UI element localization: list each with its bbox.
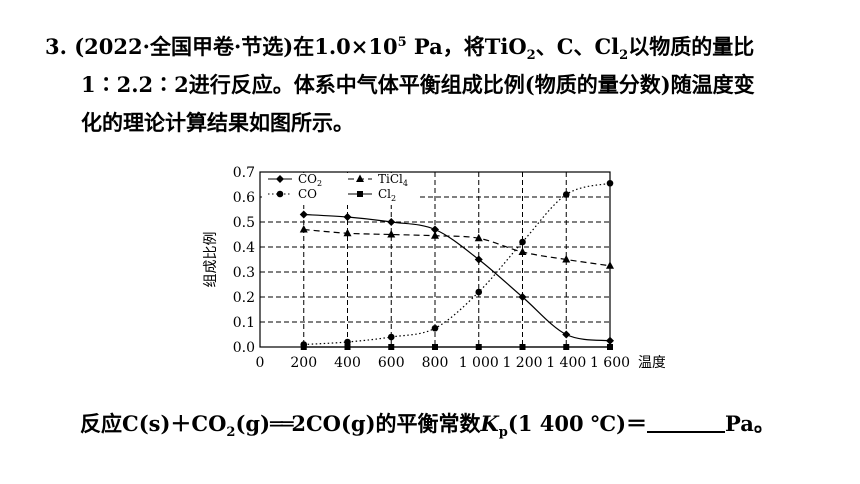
legend-label: CO	[298, 187, 317, 201]
data-point-1	[387, 333, 395, 341]
question-line-2: 1∶2.2∶2进行反应。体系中气体平衡组成比例(物质的量分数)随温度变	[81, 72, 755, 97]
data-point-3	[388, 344, 395, 350]
y-tick-label: 0.4	[233, 240, 255, 256]
series-line-1	[303, 182, 611, 346]
ans-a: 反应C(s)＋CO	[80, 411, 227, 436]
data-point-0	[299, 210, 308, 219]
y-tick-label: 0.1	[233, 315, 255, 331]
y-axis-label: 组成比例	[203, 232, 219, 288]
composition-chart: 0.0 0.1 0.2 0.3 0.4 0.5 0.6 0.7 0 200 400 600 800 1 0…	[203, 165, 665, 371]
x-tick-label: 600	[378, 355, 405, 371]
x-tick-label: 1 400	[546, 355, 586, 371]
ans-sub1: 2	[226, 425, 236, 441]
q-l1-a: 在1.0×10	[293, 34, 398, 59]
legend-label: TiCl4	[378, 172, 408, 188]
data-point-2	[518, 247, 527, 255]
data-point-3	[432, 344, 438, 350]
data-point-1	[431, 324, 439, 332]
data-point-2	[474, 233, 483, 242]
data-point-3	[607, 344, 613, 350]
data-point-1	[519, 238, 526, 246]
data-point-2	[387, 230, 396, 238]
data-point-0	[474, 255, 483, 264]
legend-marker	[276, 190, 284, 198]
legend-marker	[276, 175, 284, 183]
question-source: (2022·全国甲卷·节选)	[74, 34, 294, 59]
data-point-3	[563, 344, 570, 350]
question-line-1: 3. (2022·全国甲卷·节选)在1.0×105 Pa，将TiO2、C、Cl2…	[45, 28, 835, 66]
data-point-2	[343, 228, 352, 237]
q-l1-sub2: 2	[619, 48, 629, 64]
ans-d: (1 400 ℃)＝	[507, 411, 648, 436]
data-point-0	[387, 218, 396, 226]
data-point-3	[475, 344, 482, 350]
ans-ksub: p	[498, 425, 508, 441]
y-tick-label: 0.5	[233, 215, 255, 231]
y-tick-label: 0.3	[233, 265, 255, 281]
data-point-2	[299, 225, 308, 233]
data-point-3	[344, 344, 351, 350]
legend-marker	[356, 174, 364, 182]
q-l1-sub1: 2	[526, 48, 536, 64]
ans-c: 2CO(g)的平衡常数	[291, 411, 481, 436]
ans-unit: Pa。	[725, 411, 775, 436]
x-tick-label: 0	[256, 355, 265, 371]
series-line-2	[303, 228, 611, 267]
q-l1-c: 、C、Cl	[535, 34, 620, 59]
data-point-1	[344, 338, 351, 346]
q-l1-sup: 5	[397, 35, 407, 50]
equilibrium-sign: ══	[270, 411, 293, 436]
legend-marker	[357, 191, 363, 197]
y-tick-label: 0.2	[233, 290, 255, 306]
x-tick-label: 400	[334, 355, 361, 371]
data-point-2	[606, 261, 614, 269]
data-point-1	[475, 288, 483, 296]
legend-label: CO2	[298, 172, 322, 188]
data-point-1	[606, 179, 614, 187]
question-line-3: 化的理论计算结果如图所示。	[81, 110, 354, 135]
data-point-3	[300, 344, 307, 350]
data-point-1	[562, 191, 570, 198]
question-number: 3.	[45, 34, 67, 59]
data-point-0	[518, 293, 527, 301]
ans-k: K	[480, 411, 499, 436]
legend-label: Cl2	[378, 187, 396, 203]
x-tick-label: 800	[422, 355, 449, 371]
data-point-0	[562, 330, 571, 339]
x-tick-label: 1 000	[459, 355, 499, 371]
data-point-2	[562, 255, 571, 263]
q-l1-d: 以物质的量比	[628, 34, 755, 59]
data-point-2	[431, 231, 439, 239]
data-point-0	[343, 213, 352, 221]
answer-line: 反应C(s)＋CO2(g)══2CO(g)的平衡常数Kp(1 400 ℃)＝ Pa…	[80, 408, 775, 441]
legend-box	[262, 173, 420, 205]
q-l1-b: Pa，将TiO	[406, 34, 527, 59]
x-tick-label: 1 200	[502, 355, 542, 371]
x-axis-label: 温度/℃	[638, 355, 665, 371]
answer-blank[interactable]	[647, 411, 726, 433]
y-tick-label: 0.6	[233, 190, 255, 206]
y-tick-label: 0.7	[233, 165, 255, 181]
question-text: 3. (2022·全国甲卷·节选)在1.0×105 Pa，将TiO2、C、Cl2…	[45, 28, 835, 142]
ans-b: (g)	[235, 411, 271, 436]
data-point-3	[519, 344, 526, 350]
y-tick-label: 0.0	[233, 340, 255, 356]
x-tick-label: 200	[290, 355, 317, 371]
data-point-0	[431, 225, 439, 234]
x-tick-label: 1 600	[590, 355, 630, 371]
data-point-0	[606, 336, 614, 345]
